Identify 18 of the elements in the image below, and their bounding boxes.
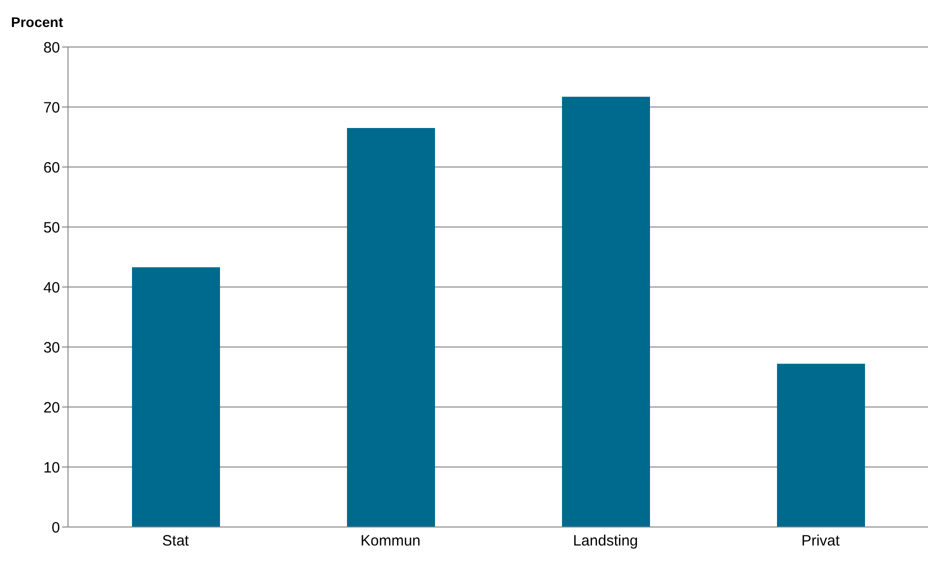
x-tick-label: Privat bbox=[801, 532, 841, 550]
bar bbox=[562, 96, 650, 527]
y-tick-label: 30 bbox=[43, 339, 60, 356]
y-tick-label: 10 bbox=[43, 459, 60, 476]
x-tick-label: Stat bbox=[162, 532, 190, 550]
y-axis-title: Procent bbox=[11, 14, 64, 30]
y-tick-label: 0 bbox=[52, 519, 60, 536]
bar bbox=[132, 267, 220, 527]
bar bbox=[777, 364, 865, 527]
y-tick-label: 70 bbox=[43, 99, 60, 116]
y-tick-label: 80 bbox=[43, 39, 60, 56]
x-tick-label: Landsting bbox=[572, 532, 638, 550]
y-tick-label: 40 bbox=[43, 279, 60, 296]
y-tick-label: 60 bbox=[43, 159, 60, 176]
x-tick-label: Kommun bbox=[360, 532, 421, 550]
bar bbox=[347, 128, 435, 527]
y-tick-label: 50 bbox=[43, 219, 60, 236]
y-tick-label: 20 bbox=[43, 399, 60, 416]
